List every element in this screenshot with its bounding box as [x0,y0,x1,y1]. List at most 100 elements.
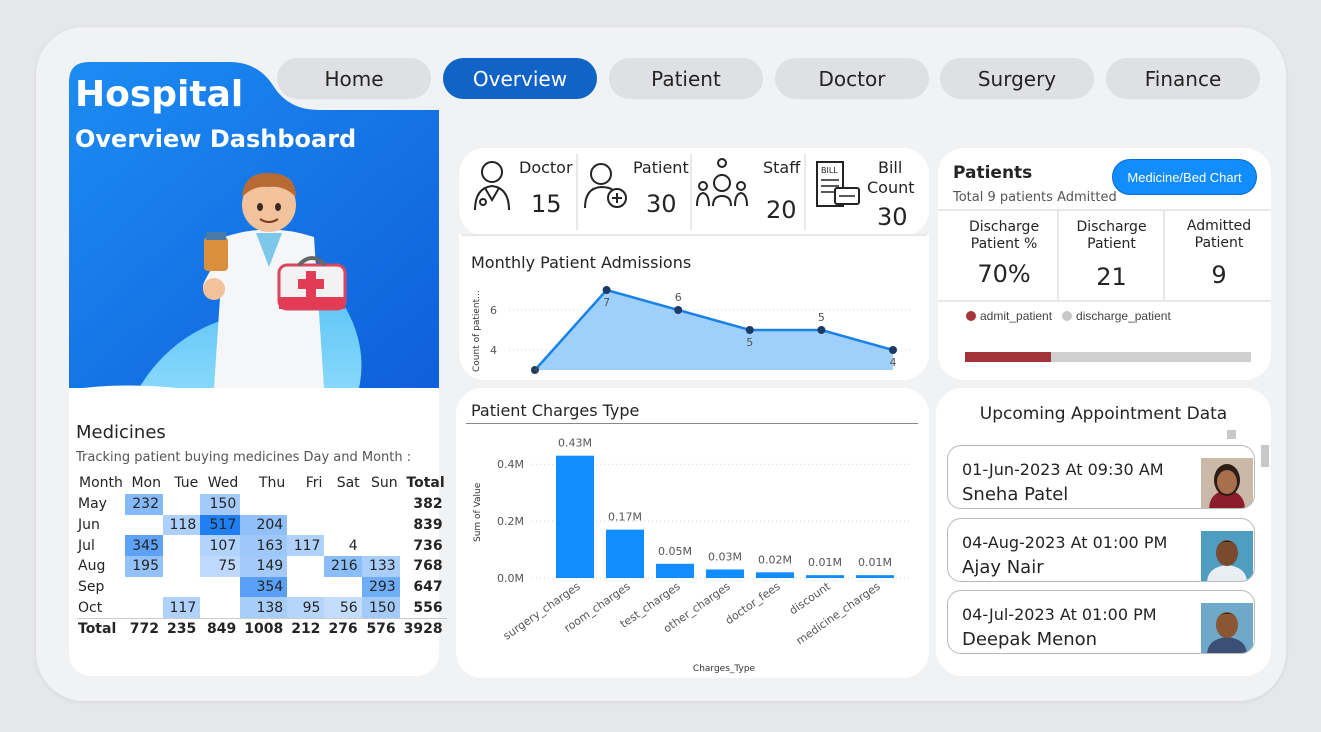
matrix-row: Sep 354 293 647 [77,576,447,598]
y-axis-label: Sum of Value [473,482,483,542]
bill-icon: BILL [816,161,860,207]
bar [806,575,844,578]
male-avatar [1201,603,1253,653]
appointment-datetime: 01-Jun-2023 At 09:30 AM [962,460,1164,479]
appointments-scrollbar[interactable] [1261,445,1269,467]
nav-doctor-button[interactable]: Doctor [775,58,929,99]
x-tick-label: doctor_fees [723,580,783,627]
kpi-separator [690,154,692,230]
scroll-up-arrow[interactable] [1227,430,1236,439]
matrix-value-cell [125,597,163,618]
charges-title-rule [466,423,918,424]
matrix-value-cell: 107 [200,535,241,557]
matrix-month-cell: Sep [78,579,105,596]
appointments-title: Upcoming Appointment Data [979,404,1228,424]
col-mon: Mon [131,475,161,491]
matrix-value-cell: 345 [125,535,163,557]
matrix-value-cell: 216 [324,556,362,577]
admissions-chart: 4 6 Count of patient... 3 7 6 5 5 4 [472,286,911,377]
x-axis-label: Charges_Type [693,664,756,674]
x-tick-label: medicine_charges [794,580,883,648]
matrix-value-cell [125,577,163,598]
nav-overview-button[interactable]: Overview [443,58,597,99]
stat-separator [1057,209,1059,301]
matrix-total-cell: 212 [287,617,325,639]
matrix-value-cell: 150 [361,597,400,619]
matrix-value-cell [163,577,200,598]
matrix-value-cell: 195 [125,556,163,577]
matrix-value-cell [163,494,200,515]
bar [706,569,744,578]
matrix-row: Jun 118 517 204 839 [77,514,447,536]
card-divider [461,234,927,236]
y-tick-label: 0.2M [497,515,524,528]
kpi-row: Doctor 15 Patient 30 Staff 20 BILL Bill … [459,148,929,236]
matrix-value-cell [362,515,400,536]
area-fill [535,290,893,370]
appointment-name: Sneha Patel [962,484,1069,505]
kpi-bill-value: 30 [877,203,908,231]
matrix-value-cell [125,515,163,536]
matrix-month-cell: Oct [78,599,103,616]
appointment-name: Ajay Nair [962,557,1044,578]
admissions-title: Monthly Patient Admissions [471,253,692,272]
matrix-value-cell: 118 [163,514,201,536]
matrix-row: May 232 150 382 [77,494,447,515]
data-label: 0.03M [708,550,742,563]
matrix-total-cell: 382 [413,496,443,513]
matrix-value-cell [287,556,324,577]
matrix-value-cell [240,494,287,515]
matrix-value-cell: 117 [287,535,325,557]
matrix-month-cell: Jul [78,537,95,554]
matrix-value-cell: 149 [240,556,288,577]
data-label: 4 [890,356,897,369]
data-label: 0.01M [858,556,892,569]
matrix-value-cell: 232 [125,494,163,515]
matrix-value-cell [324,494,361,515]
matrix-value-cell: 4 [348,537,358,554]
svg-text:BILL: BILL [821,166,838,175]
matrix-month-cell: May [78,496,107,513]
hero-subtitle: Overview Dashboard [75,125,357,153]
data-label: 6 [675,291,682,304]
medicine-bed-chart-button[interactable]: Medicine/Bed Chart [1112,159,1257,195]
matrix-value-cell: 517 [200,514,241,536]
stat-label-line: Patient % [970,236,1038,252]
matrix-header-row: Month Mon Tue Wed Thu Fri Sat Sun Total [77,472,447,494]
stat-label-line: Patient [1194,235,1244,251]
kpi-bill-label-2: Count [867,178,915,197]
appointment-item[interactable]: 04-Aug-2023 At 01:00 PM Ajay Nair [947,518,1255,582]
medicines-subtitle: Tracking patient buying medicines Day an… [76,450,412,465]
matrix-total-cell: 235 [163,617,201,639]
nav-surgery-button[interactable]: Surgery [940,58,1094,99]
hero-banner: Hospital Overview Dashboard [69,62,439,388]
matrix-value-cell [324,577,361,598]
data-label: 5 [746,336,753,349]
nav-patient-button[interactable]: Patient [609,58,763,99]
matrix-total-cell: 1008 [240,617,288,639]
card-divider [938,209,1271,211]
kpi-doctor-label: Doctor [519,158,573,177]
stat-discharge-pct-label: Discharge Patient % [938,219,1070,253]
nav-finance-button[interactable]: Finance [1106,58,1260,99]
patients-subtitle: Total 9 patients Admitted [953,190,1117,205]
appointment-item[interactable]: 01-Jun-2023 At 09:30 AM Sneha Patel [947,445,1255,509]
matrix-month-cell: Aug [78,558,106,575]
x-tick-label: discount [787,579,833,617]
matrix-value-cell: 150 [200,494,241,515]
stat-label-line: Admitted [1186,218,1252,234]
matrix-total-row: Total 772 235 849 1008 212 276 576 3928 [77,617,447,639]
matrix-row: Jul 345 107 163 117 4 736 [77,535,447,557]
data-label: 5 [818,311,825,324]
col-sun: Sun [371,475,398,491]
data-label: 7 [603,296,610,309]
data-label: 0.17M [608,511,642,524]
matrix-value-cell [163,556,200,577]
legend-label-discharge: discharge_patient [1076,309,1171,323]
col-month: Month [79,475,123,491]
medicines-card-wave [69,385,439,402]
male-avatar [1201,531,1253,581]
nav-home-button[interactable]: Home [277,58,431,99]
kpi-doctor-value: 15 [531,190,562,218]
appointment-item[interactable]: 04-Jul-2023 At 01:00 PM Deepak Menon [947,590,1255,654]
